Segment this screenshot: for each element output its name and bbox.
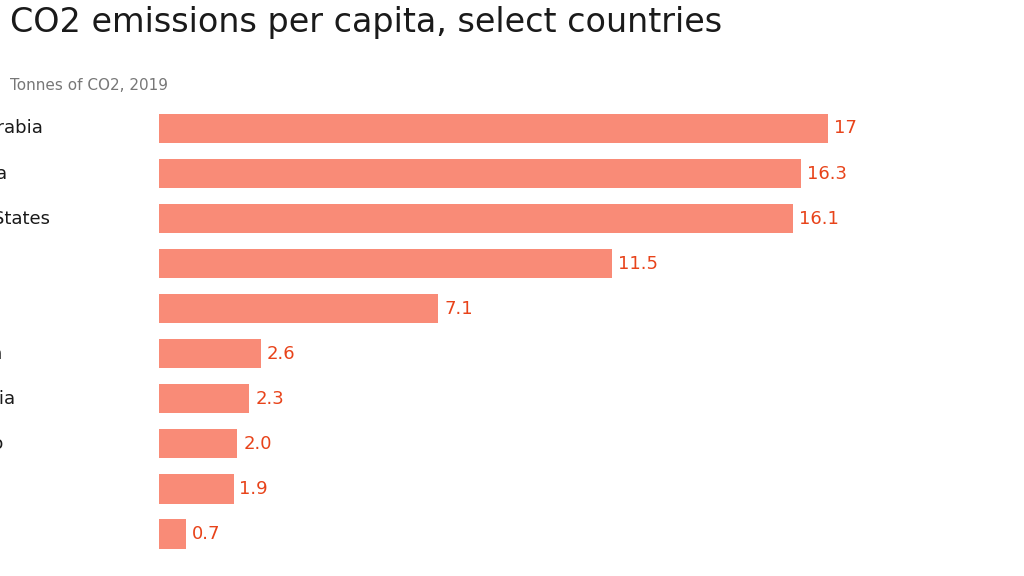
- Text: 11.5: 11.5: [617, 255, 657, 272]
- Bar: [159, 520, 186, 548]
- Text: Vietnam: Vietnam: [0, 344, 3, 363]
- Bar: [159, 249, 611, 278]
- Text: 2.0: 2.0: [244, 435, 272, 453]
- Text: 0.7: 0.7: [193, 525, 221, 543]
- Text: Tonnes of CO2, 2019: Tonnes of CO2, 2019: [10, 78, 168, 93]
- Text: 7.1: 7.1: [444, 300, 473, 318]
- Bar: [159, 339, 261, 369]
- Text: Indonesia: Indonesia: [0, 390, 15, 408]
- Text: United States: United States: [0, 210, 50, 228]
- Text: 2.3: 2.3: [255, 390, 284, 408]
- Bar: [159, 114, 828, 143]
- Bar: [159, 474, 233, 503]
- Bar: [159, 384, 249, 414]
- Bar: [159, 294, 438, 323]
- Bar: [159, 204, 793, 233]
- Bar: [159, 159, 801, 188]
- Text: 17: 17: [835, 119, 857, 138]
- Text: 16.1: 16.1: [799, 210, 839, 228]
- Text: 2.6: 2.6: [267, 344, 296, 363]
- Bar: [159, 429, 238, 458]
- Text: 16.3: 16.3: [807, 165, 847, 183]
- Text: CO2 emissions per capita, select countries: CO2 emissions per capita, select countri…: [10, 6, 722, 39]
- Text: 1.9: 1.9: [240, 480, 268, 498]
- Text: Australia: Australia: [0, 165, 8, 183]
- Text: Morocco: Morocco: [0, 435, 4, 453]
- Text: Saudi Arabia: Saudi Arabia: [0, 119, 43, 138]
